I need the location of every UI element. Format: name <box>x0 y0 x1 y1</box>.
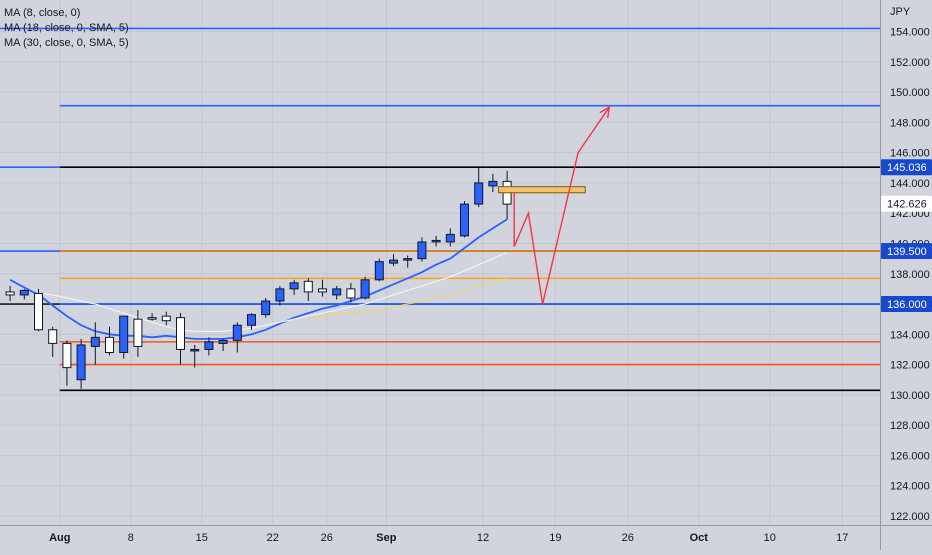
candle-body[interactable] <box>332 288 342 296</box>
price-tag[interactable] <box>881 243 932 260</box>
candle-body[interactable] <box>403 258 413 261</box>
legend-ma-18[interactable]: MA (18, close, 0, SMA, 5) <box>4 22 129 34</box>
currency-label: JPY <box>890 6 911 18</box>
time-tick-label: 22 <box>267 532 279 544</box>
candle-body[interactable] <box>460 203 469 237</box>
time-tick-label: 17 <box>836 532 848 544</box>
candle-body[interactable] <box>90 336 100 347</box>
time-tick-label: Oct <box>690 532 709 544</box>
candle-body[interactable] <box>48 329 58 344</box>
price-tick-label: 152.000 <box>890 57 930 69</box>
candle-body[interactable] <box>346 288 356 299</box>
candle-body[interactable] <box>119 315 129 353</box>
candle-body[interactable] <box>360 279 370 299</box>
price-tick-label: 126.000 <box>890 450 930 462</box>
candle-body[interactable] <box>5 291 15 296</box>
candle-body[interactable] <box>232 324 242 341</box>
candle-body[interactable] <box>488 180 498 187</box>
candle-body[interactable] <box>133 318 143 347</box>
time-tick-label: 15 <box>196 532 208 544</box>
time-tick-label: 12 <box>477 532 489 544</box>
candle-body[interactable] <box>190 348 200 352</box>
moving-average-line <box>38 252 508 332</box>
candle-body[interactable] <box>247 314 256 326</box>
price-tick-label: 148.000 <box>890 117 930 129</box>
projection-arrowhead <box>599 105 611 119</box>
candle-body[interactable] <box>218 339 228 344</box>
time-tick-label: Aug <box>49 532 70 544</box>
candle-body[interactable] <box>105 336 114 353</box>
indicator-legend: MA (8, close, 0) MA (18, close, 0, SMA, … <box>4 6 129 51</box>
candle-body[interactable] <box>261 300 271 316</box>
candle-body[interactable] <box>318 288 327 293</box>
price-tick-label: 128.000 <box>890 420 930 432</box>
price-tick-label: 146.000 <box>890 148 930 160</box>
price-tick-label: 134.000 <box>890 329 930 341</box>
candle-body[interactable] <box>445 233 455 243</box>
legend-ma-30[interactable]: MA (30, close, 0, SMA, 5) <box>4 37 129 49</box>
price-tick-label: 138.000 <box>890 269 930 281</box>
price-tag[interactable] <box>881 195 932 212</box>
price-tick-label: 154.000 <box>890 27 930 39</box>
time-tick-label: Sep <box>376 532 396 544</box>
candle-body[interactable] <box>176 317 185 350</box>
moving-average-line <box>308 277 508 319</box>
price-tag[interactable] <box>881 296 932 313</box>
candle-body[interactable] <box>389 259 398 264</box>
time-tick-label: 26 <box>321 532 333 544</box>
legend-ma-8[interactable]: MA (8, close, 0) <box>4 7 81 19</box>
candle-body[interactable] <box>161 315 171 322</box>
candle-body[interactable] <box>417 241 427 260</box>
projection-path[interactable] <box>513 106 610 305</box>
price-tag-label: 142.626 <box>887 199 927 211</box>
candle-body[interactable] <box>76 344 86 381</box>
price-tick-label: 132.000 <box>890 360 930 372</box>
price-tag[interactable] <box>881 159 932 176</box>
price-tick-label: 130.000 <box>890 390 930 402</box>
time-tick-label: 26 <box>622 532 634 544</box>
price-tag-label: 136.000 <box>887 299 927 311</box>
candle-body[interactable] <box>431 239 441 243</box>
candle-body[interactable] <box>275 288 285 302</box>
candle-body[interactable] <box>303 280 313 293</box>
candle-body[interactable] <box>289 282 299 290</box>
time-tick-label: 10 <box>764 532 776 544</box>
price-tag-label: 145.036 <box>887 162 927 174</box>
candle-body[interactable] <box>147 317 157 320</box>
price-tick-label: 124.000 <box>890 481 930 493</box>
price-tag-label: 139.500 <box>887 246 927 258</box>
price-tick-label: 144.000 <box>890 178 930 190</box>
candle-body[interactable] <box>62 342 72 369</box>
time-tick-label: 8 <box>128 532 134 544</box>
candle-body[interactable] <box>474 182 484 205</box>
candle-body[interactable] <box>34 292 43 331</box>
time-tick-label: 19 <box>549 532 561 544</box>
candle-body[interactable] <box>204 341 214 350</box>
resistance-zone[interactable] <box>498 186 586 194</box>
price-tick-label: 150.000 <box>890 87 930 99</box>
candle-body[interactable] <box>374 261 384 281</box>
price-tick-label: 122.000 <box>890 511 930 523</box>
candle-body[interactable] <box>19 289 29 296</box>
moving-average-line <box>9 218 508 340</box>
